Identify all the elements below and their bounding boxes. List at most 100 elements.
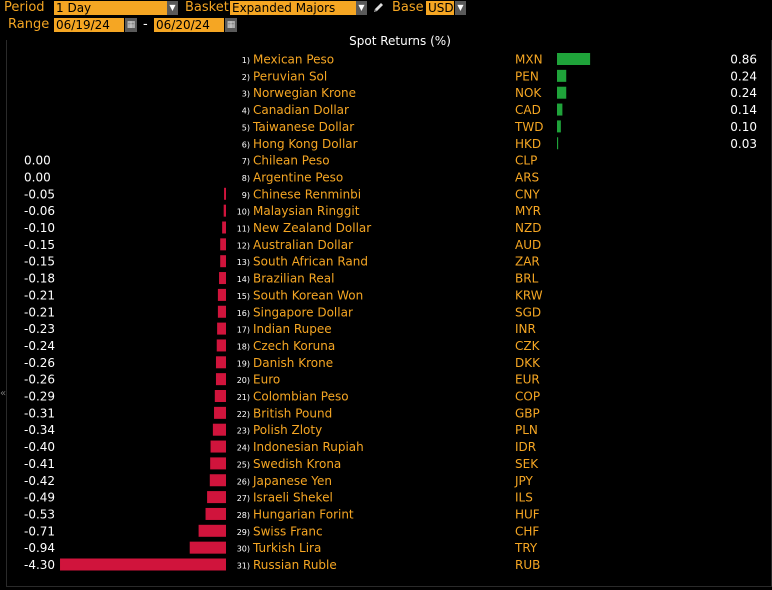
currency-name: Indonesian Rupiah [253,440,364,454]
period-select[interactable]: 1 Day [54,1,167,15]
negative-bar [217,322,226,335]
currency-name: Hong Kong Dollar [253,137,358,151]
resize-handle[interactable]: « [0,388,7,399]
value-label: -0.26 [24,356,55,370]
period-dropdown-icon[interactable]: ▼ [167,1,178,15]
base-label: Base [392,0,424,15]
basket-select[interactable]: Expanded Majors [230,1,356,15]
value-label: -0.42 [24,474,55,488]
calendar-icon[interactable]: ▦ [225,18,237,32]
currency-name: Singapore Dollar [253,305,353,319]
rank-label: 27) [237,494,250,503]
currency-code: GBP [515,406,540,420]
currency-code: KRW [515,288,543,302]
value-label: -0.31 [24,406,55,420]
value-label: -0.21 [24,305,55,319]
currency-name: Indian Rupee [253,322,332,336]
currency-name: Australian Dollar [253,238,353,252]
rank-label: 12) [237,241,250,250]
currency-code: DKK [515,356,541,370]
currency-code: NOK [515,86,542,100]
negative-bar [223,204,226,217]
value-label: -0.40 [24,440,55,454]
negative-bar [212,423,226,436]
pencil-icon[interactable] [372,1,384,14]
positive-bar [557,53,591,65]
currency-name: Swiss Franc [253,524,323,538]
currency-code: ILS [515,491,533,505]
negative-bar [217,288,226,301]
negative-bar [210,457,226,470]
rank-label: 15) [237,292,250,301]
negative-bar [215,373,226,386]
currency-code: RUB [515,558,540,572]
currency-code: BRL [515,272,539,286]
rank-label: 9) [242,191,250,200]
rank-label: 24) [237,444,250,453]
calendar-icon[interactable]: ▦ [125,18,137,32]
currency-code: CLP [515,154,537,168]
base-select[interactable]: USD [426,1,454,15]
negative-bar [216,339,226,352]
currency-code: COP [515,390,540,404]
currency-name: Norwegian Krone [253,86,356,100]
value-label: -0.49 [24,491,55,505]
range-label: Range [8,17,50,32]
value-label: -0.29 [24,390,55,404]
positive-bar [557,120,561,133]
basket-dropdown-icon[interactable]: ▼ [356,1,367,15]
value-label: -0.94 [24,541,55,555]
period-label: Period [4,0,45,15]
currency-code: JPY [514,474,534,488]
rank-label: 22) [237,410,250,419]
value-label: -0.26 [24,373,55,387]
currency-name: South African Rand [253,255,368,269]
rank-label: 2) [242,73,250,82]
currency-name: New Zealand Dollar [253,221,371,235]
value-label: -0.21 [24,288,55,302]
currency-name: Hungarian Forint [253,507,354,521]
range-start-input[interactable]: 06/19/24 [54,18,124,32]
currency-name: Japanese Yen [252,474,332,488]
positive-bar [557,69,567,82]
currency-code: SEK [515,457,539,471]
value-label: -0.15 [24,255,55,269]
negative-bar [60,558,226,571]
currency-name: Danish Krone [253,356,333,370]
range-separator: - [143,17,148,32]
currency-code: PLN [515,423,538,437]
rank-label: 16) [237,309,250,318]
currency-name: Canadian Dollar [253,103,349,117]
base-dropdown-icon[interactable]: ▼ [455,1,466,15]
rank-label: 23) [237,427,250,436]
negative-bar [220,238,226,251]
value-label: -0.71 [24,524,55,538]
currency-name: Taiwanese Dollar [252,120,354,134]
currency-name: Peruvian Sol [253,69,327,83]
currency-name: Malaysian Ringgit [253,204,360,218]
value-label: -0.41 [24,457,55,471]
rank-label: 17) [237,326,250,335]
negative-bar [209,474,226,487]
negative-bar [189,541,226,554]
negative-bar [198,524,226,537]
rank-label: 3) [242,90,250,99]
currency-code: CZK [515,339,541,353]
value-label: 0.86 [730,53,757,67]
value-label: 0.24 [730,86,757,100]
positive-bar [557,103,563,116]
currency-code: TRY [514,541,538,555]
rank-label: 30) [237,545,250,554]
rank-label: 14) [237,275,250,284]
rank-label: 4) [242,107,250,116]
currency-name: Israeli Shekel [253,491,333,505]
value-label: -0.34 [24,423,55,437]
currency-name: British Pound [253,406,332,420]
rank-label: 5) [242,123,250,132]
rank-label: 20) [237,376,250,385]
value-label: 0.00 [24,154,51,168]
value-label: -0.24 [24,339,55,353]
rank-label: 31) [237,562,250,571]
range-end-input[interactable]: 06/20/24 [154,18,224,32]
value-label: -0.10 [24,221,55,235]
